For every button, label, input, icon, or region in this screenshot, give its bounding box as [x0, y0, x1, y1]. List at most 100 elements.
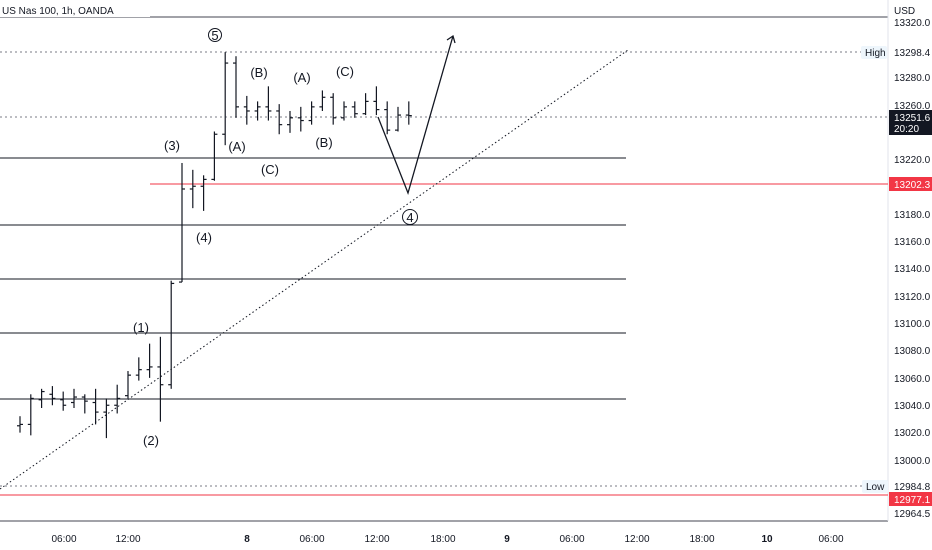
ohlc-bar [27, 394, 34, 436]
ohlc-bar [146, 343, 153, 378]
price-tick-8: 13100.0 [894, 319, 931, 330]
wave-label-a2: (A) [293, 70, 310, 85]
time-tick-3: 06:00 [299, 534, 324, 545]
ohlc-bar [233, 56, 239, 118]
wave-label-c2: (C) [336, 64, 354, 79]
ohlc-bar [17, 416, 23, 433]
price-tick-0: 13320.0 [894, 18, 931, 29]
price-tick-2: 13260.0 [894, 101, 931, 112]
target-4-label: 4 [406, 210, 413, 225]
currency-label: USD [894, 6, 915, 17]
support-price-tag [889, 177, 932, 191]
ohlc-bar [81, 394, 88, 414]
high-label-bg [861, 46, 887, 59]
projection-path[interactable] [377, 35, 454, 196]
support-price-value: 13202.3 [894, 180, 931, 191]
price-tick-3: 13220.0 [894, 155, 931, 166]
ohlc-bar [297, 106, 304, 132]
ohlc-bar [287, 110, 293, 133]
wave-label-3: (3) [164, 138, 180, 153]
wave-label-b2: (B) [315, 135, 332, 150]
ohlc-bar [168, 280, 175, 389]
price-tick-4: 13180.0 [894, 210, 931, 221]
price-tick-5: 13160.0 [894, 237, 931, 248]
ohlc-bar [189, 169, 196, 209]
last-price-tag [889, 110, 932, 135]
countdown-timer: 20:20 [894, 124, 919, 135]
ohlc-bar [243, 95, 250, 125]
ohlc-bar [384, 101, 391, 135]
ohlc-bar [265, 86, 272, 121]
high-value: 13298.4 [894, 48, 931, 59]
ohlc-bar [362, 93, 369, 116]
ohlc-bar [373, 86, 380, 116]
ohlc-bar [49, 386, 56, 406]
ohlc-bar [38, 388, 45, 408]
ohlc-bar [179, 162, 185, 283]
price-tick-14: 12964.5 [894, 509, 931, 520]
ohlc-bar [351, 101, 358, 118]
low-label-bg [862, 480, 888, 493]
ohlc-bar [114, 384, 121, 414]
wave-5-circle [208, 28, 222, 42]
header-bg [0, 4, 150, 17]
time-tick-11: 06:00 [818, 534, 843, 545]
time-tick-6: 9 [504, 534, 510, 545]
price-tick-6: 13140.0 [894, 264, 931, 275]
wave-label-a1: (A) [228, 139, 245, 154]
time-tick-7: 06:00 [559, 534, 584, 545]
bottom-price-tag [889, 492, 932, 506]
ohlc-bar [254, 101, 261, 121]
wave-label-c1: (C) [261, 162, 279, 177]
ohlc-bar [211, 131, 218, 181]
ohlc-bar [405, 101, 412, 125]
ohlc-bar [71, 388, 77, 408]
bottom-price-value: 12977.1 [894, 495, 931, 506]
price-tick-10: 13060.0 [894, 374, 931, 385]
ohlc-bar [60, 391, 67, 411]
ohlc-bar [135, 357, 142, 381]
time-tick-10: 10 [761, 534, 773, 545]
ohlc-bar [125, 371, 131, 399]
price-tick-9: 13080.0 [894, 346, 931, 357]
ohlc-bar [92, 388, 99, 425]
ohlc-bar [308, 101, 315, 125]
wave-label-5: 5 [211, 28, 218, 43]
low-label: Low [866, 482, 885, 493]
ohlc-bar [319, 90, 326, 111]
time-tick-5: 18:00 [430, 534, 455, 545]
ohlc-bar [395, 106, 401, 132]
low-value: 12984.8 [894, 482, 931, 493]
wave-label-4: (4) [196, 230, 212, 245]
time-tick-9: 18:00 [689, 534, 714, 545]
ohlc-bar [103, 398, 110, 439]
price-tick-12: 13020.0 [894, 428, 931, 439]
ohlc-bar [341, 101, 347, 121]
time-tick-4: 12:00 [364, 534, 389, 545]
wave-label-2: (2) [143, 433, 159, 448]
wave-label-1: (1) [133, 320, 149, 335]
ohlc-bar [157, 336, 164, 422]
wave-label-b1: (B) [250, 65, 267, 80]
time-tick-1: 12:00 [115, 534, 140, 545]
symbol-title: US Nas 100, 1h, OANDA [2, 6, 114, 17]
ohlc-bar [330, 93, 337, 125]
ohlc-bar [200, 175, 207, 211]
high-label: High [865, 48, 886, 59]
ohlc-bar [276, 104, 283, 135]
last-price-value: 13251.6 [894, 113, 931, 124]
time-tick-2: 8 [244, 534, 250, 545]
time-tick-0: 06:00 [51, 534, 76, 545]
target-4-circle [402, 209, 418, 225]
price-tick-7: 13120.0 [894, 292, 931, 303]
price-tick-13: 13000.0 [894, 456, 931, 467]
time-tick-8: 12:00 [624, 534, 649, 545]
ohlc-bar [222, 52, 229, 146]
ohlc-bars [17, 52, 412, 439]
projection-arrowhead-icon [446, 34, 456, 44]
price-tick-1: 13280.0 [894, 73, 931, 84]
price-tick-11: 13040.0 [894, 401, 931, 412]
price-axis-bg [889, 0, 932, 521]
